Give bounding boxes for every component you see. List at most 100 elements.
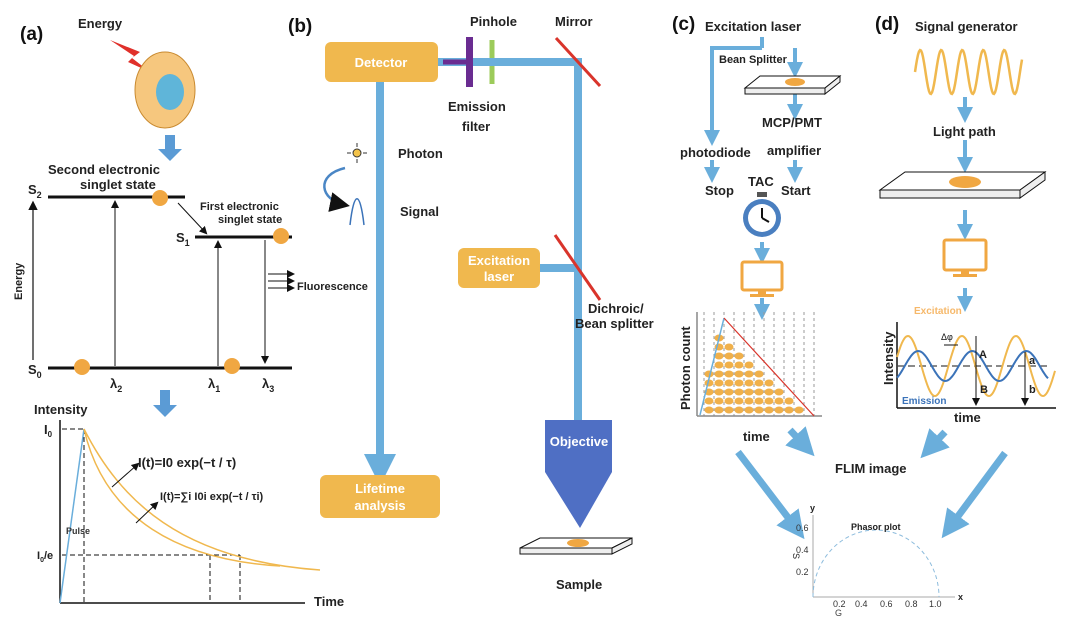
decay-plot: Intensity Time I0 I0/e Pulse I(t)=I0 exp… xyxy=(34,402,344,609)
photon-count-dot xyxy=(704,397,714,405)
svg-text:λ1: λ1 xyxy=(208,376,220,394)
detector-box xyxy=(325,42,438,82)
monitor-icon xyxy=(740,260,784,297)
lambda1-label: λ xyxy=(208,376,216,391)
photon-count-dot xyxy=(724,343,734,351)
photon-count-dot xyxy=(754,406,764,414)
photon-count-dot xyxy=(744,397,754,405)
photon-count-dot xyxy=(714,352,724,360)
signal-generator-label: Signal generator xyxy=(915,19,1018,34)
photon-count-dot xyxy=(724,379,734,387)
a-label: a xyxy=(1029,355,1036,367)
light-path-label: Light path xyxy=(933,124,996,139)
monitor-icon xyxy=(942,238,988,277)
photon-count-dot xyxy=(734,361,744,369)
photon-count-dot xyxy=(744,388,754,396)
lifetime-line2: analysis xyxy=(354,498,405,513)
photon-count-dot xyxy=(744,370,754,378)
dichroic-line2: Bean splitter xyxy=(575,316,654,331)
emission-label: Emission xyxy=(902,396,946,407)
objective-label: Objective xyxy=(550,434,609,449)
pinhole-label: Pinhole xyxy=(470,14,517,29)
s2-label: S xyxy=(28,182,37,197)
i0e-tail: /e xyxy=(44,550,53,562)
panel-d: (d) Signal generator Light path Δφ A B a… xyxy=(875,14,1056,425)
phase-plot: Δφ A B a b Excitation Emission Intensity… xyxy=(881,306,1056,425)
photon-count-dot xyxy=(774,397,784,405)
photon-count-dot xyxy=(714,370,724,378)
first-state-line2: singlet state xyxy=(218,214,282,226)
relaxation-arrow xyxy=(177,202,208,235)
A-label: A xyxy=(979,349,987,361)
photon-histogram: Photon count time xyxy=(678,312,822,444)
start-label: Start xyxy=(781,183,811,198)
x-tick: 0.2 xyxy=(833,599,846,609)
excitation-laser-box xyxy=(458,248,540,288)
second-state-line2: singlet state xyxy=(80,177,156,192)
s2-sub: 2 xyxy=(37,190,42,200)
photon-count-dot xyxy=(774,388,784,396)
photon-count-dot xyxy=(734,388,744,396)
objective xyxy=(545,420,612,528)
panel-c: (c) Excitation laser Bean Splitter MCP/P… xyxy=(672,14,842,444)
photon-count-dot xyxy=(734,352,744,360)
second-state-line1: Second electronic xyxy=(48,162,160,177)
photon-count-dot xyxy=(794,406,804,414)
emission-filter-line2: filter xyxy=(462,119,490,134)
lifetime-analysis-box xyxy=(320,475,440,518)
flim-image-title: FLIM image xyxy=(835,461,907,476)
energy-title: Energy xyxy=(78,16,123,31)
energy-axis-label: Energy xyxy=(13,262,25,300)
sample-label: Sample xyxy=(556,577,602,592)
y-tick: 0.6 xyxy=(796,523,809,533)
s0-label: S xyxy=(28,362,37,377)
photon-count-dot xyxy=(714,388,724,396)
photon-count-dot xyxy=(724,361,734,369)
stop-label: Stop xyxy=(705,183,734,198)
photon-count-dot xyxy=(714,397,724,405)
fluorescence-arrows xyxy=(268,270,295,292)
emission-filter xyxy=(466,37,473,87)
photon-count-dot xyxy=(774,406,784,414)
sample-slide xyxy=(744,74,841,96)
x-tick: 0.4 xyxy=(855,599,868,609)
photon-count-dot xyxy=(784,406,794,414)
first-state-line1: First electronic xyxy=(200,201,279,213)
s-label: S xyxy=(791,553,801,559)
pulse-line xyxy=(59,428,85,604)
photon-count-dot xyxy=(784,397,794,405)
decay-curve-single xyxy=(83,428,321,571)
signal-pulse-icon xyxy=(349,198,365,226)
amplifier-label: amplifier xyxy=(767,143,821,158)
photon-count-dot xyxy=(714,406,724,414)
y-tick: 0.2 xyxy=(796,567,809,577)
B-label: B xyxy=(980,384,988,396)
svg-text:λ3: λ3 xyxy=(262,376,274,394)
photon-count-dot xyxy=(764,406,774,414)
decay-curve-multi xyxy=(83,428,281,567)
lambda3-label: λ xyxy=(262,376,270,391)
lifetime-line1: Lifetime xyxy=(355,481,405,496)
dichroic-mirror xyxy=(553,234,602,301)
histogram-xlabel: time xyxy=(743,429,770,444)
bean-splitter-label: Bean Splitter xyxy=(719,54,788,66)
stopwatch-icon xyxy=(743,192,781,237)
photon-count-dot xyxy=(724,397,734,405)
s0-sub: 0 xyxy=(37,370,42,380)
mcp-pmt-label: MCP/PMT xyxy=(762,115,822,130)
down-arrow-icon xyxy=(153,390,177,417)
y-tick: 0.4 xyxy=(796,545,809,555)
photon-count-dot xyxy=(754,370,764,378)
photon-count-dot xyxy=(764,379,774,387)
photon-count-dot xyxy=(724,388,734,396)
pulse-label: Pulse xyxy=(66,526,90,536)
photon-count-dot xyxy=(744,379,754,387)
lambda1-sub: 1 xyxy=(215,384,220,394)
photon-count-dot xyxy=(764,397,774,405)
b-label: b xyxy=(1029,384,1036,396)
panel-a: (a) Energy Second electronic singlet sta… xyxy=(13,16,368,609)
svg-text:I0: I0 xyxy=(44,422,53,439)
equation-multi: I(t)=∑i I0i exp(−t / τi) xyxy=(160,491,264,503)
lambda2-label: λ xyxy=(110,376,118,391)
lambda3-sub: 3 xyxy=(269,384,274,394)
